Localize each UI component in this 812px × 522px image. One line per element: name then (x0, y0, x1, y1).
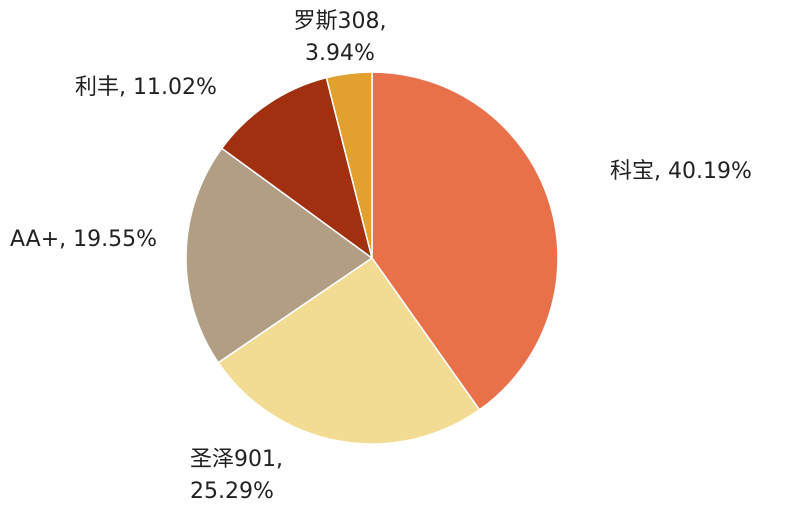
slice-label: 罗斯308, (294, 9, 387, 34)
pie-slice (371, 71, 559, 411)
slice-label: 3.94% (305, 41, 375, 66)
slice-label: 利丰, 11.02% (75, 75, 217, 100)
pie-slice (325, 71, 373, 259)
slice-label: 25.29% (190, 479, 274, 504)
slice-label: AA+, 19.55% (10, 227, 157, 252)
pie-slice (185, 147, 374, 364)
slice-label: 圣泽901, (190, 447, 283, 472)
slice-label: 科宝, 40.19% (610, 159, 752, 184)
pie-slice (220, 76, 374, 260)
pie-slice (217, 256, 481, 445)
